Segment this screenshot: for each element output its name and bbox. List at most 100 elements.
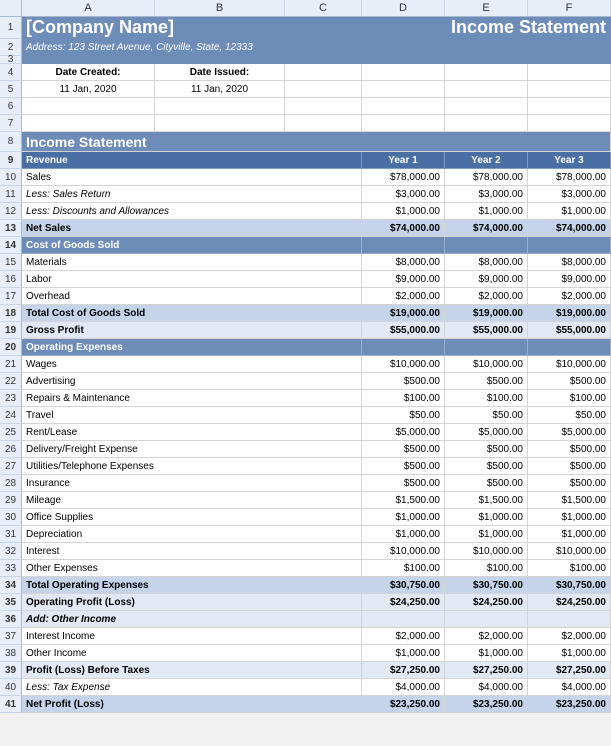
value-cell[interactable]: $10,000.00 [528,356,611,373]
value-cell[interactable] [528,237,611,254]
row-label[interactable]: Utilities/Telephone Expenses [22,458,362,475]
section-heading[interactable]: Income Statement [22,132,611,152]
col-header-D[interactable]: D [362,0,445,16]
value-cell[interactable] [445,611,528,628]
date-created-value[interactable]: 11 Jan, 2020 [22,81,155,98]
value-cell[interactable]: $50.00 [528,407,611,424]
value-cell[interactable]: $100.00 [362,390,445,407]
row-header[interactable]: 8 [0,132,22,152]
row-header[interactable]: 20 [0,339,22,356]
cell[interactable] [285,64,362,81]
value-cell[interactable]: $9,000.00 [362,271,445,288]
value-cell[interactable]: $23,250.00 [362,696,445,713]
value-cell[interactable]: $500.00 [362,458,445,475]
value-cell[interactable]: $1,000.00 [362,645,445,662]
value-cell[interactable] [445,237,528,254]
row-label[interactable]: Depreciation [22,526,362,543]
row-header[interactable]: 33 [0,560,22,577]
row-label[interactable]: Less: Tax Expense [22,679,362,696]
value-cell[interactable]: $3,000.00 [362,186,445,203]
row-header[interactable]: 13 [0,220,22,237]
value-cell[interactable]: $23,250.00 [445,696,528,713]
cell[interactable] [362,98,445,115]
row-label[interactable]: Labor [22,271,362,288]
row-label[interactable]: Office Supplies [22,509,362,526]
row-header[interactable]: 38 [0,645,22,662]
date-issued-label[interactable]: Date Issued: [155,64,285,81]
cell[interactable] [362,64,445,81]
row-header[interactable]: 37 [0,628,22,645]
value-cell[interactable]: $500.00 [445,373,528,390]
row-header[interactable]: 34 [0,577,22,594]
value-cell[interactable]: $3,000.00 [528,186,611,203]
row-header[interactable]: 40 [0,679,22,696]
value-cell[interactable]: $55,000.00 [362,322,445,339]
value-cell[interactable]: $500.00 [445,441,528,458]
col-header-F[interactable]: F [528,0,611,16]
cell[interactable] [362,81,445,98]
row-header[interactable]: 21 [0,356,22,373]
row-label[interactable]: Add: Other Income [22,611,362,628]
row-header[interactable]: 17 [0,288,22,305]
row-header[interactable]: 19 [0,322,22,339]
value-cell[interactable]: $2,000.00 [445,628,528,645]
row-label[interactable]: Total Operating Expenses [22,577,362,594]
row-label[interactable]: Travel [22,407,362,424]
col-header-E[interactable]: E [445,0,528,16]
row-label[interactable]: Advertising [22,373,362,390]
cell[interactable] [445,98,528,115]
row-label[interactable]: Sales [22,169,362,186]
value-cell[interactable]: $500.00 [362,441,445,458]
row-header[interactable]: 1 [0,17,22,39]
row-label[interactable]: Rent/Lease [22,424,362,441]
value-cell[interactable]: $1,500.00 [362,492,445,509]
value-cell[interactable]: $2,000.00 [528,288,611,305]
value-cell[interactable]: $5,000.00 [362,424,445,441]
row-header[interactable]: 15 [0,254,22,271]
cell[interactable] [445,64,528,81]
value-cell[interactable]: $10,000.00 [362,543,445,560]
value-cell[interactable]: $9,000.00 [528,271,611,288]
value-cell[interactable]: $100.00 [445,390,528,407]
value-cell[interactable]: $1,500.00 [528,492,611,509]
cell[interactable] [445,81,528,98]
value-cell[interactable] [528,611,611,628]
row-label[interactable]: Less: Discounts and Allowances [22,203,362,220]
cell[interactable] [22,56,611,64]
row-header[interactable]: 41 [0,696,22,713]
value-cell[interactable]: $1,000.00 [362,526,445,543]
value-cell[interactable]: $10,000.00 [445,356,528,373]
value-cell[interactable] [362,339,445,356]
value-cell[interactable]: $5,000.00 [445,424,528,441]
value-cell[interactable]: $100.00 [445,560,528,577]
date-issued-value[interactable]: 11 Jan, 2020 [155,81,285,98]
value-cell[interactable]: $27,250.00 [445,662,528,679]
row-label[interactable]: Interest [22,543,362,560]
address[interactable]: Address: 123 Street Avenue, Cityville, S… [22,39,611,56]
value-cell[interactable]: $500.00 [362,475,445,492]
row-header[interactable]: 22 [0,373,22,390]
row-label[interactable]: Net Profit (Loss) [22,696,362,713]
value-cell[interactable]: $24,250.00 [528,594,611,611]
row-header[interactable]: 24 [0,407,22,424]
row-header[interactable]: 5 [0,81,22,98]
row-label[interactable]: Cost of Goods Sold [22,237,362,254]
value-cell[interactable]: $2,000.00 [445,288,528,305]
value-cell[interactable]: $78,000.00 [362,169,445,186]
cell[interactable] [22,115,155,132]
row-header[interactable]: 26 [0,441,22,458]
row-header[interactable]: 28 [0,475,22,492]
row-header[interactable]: 29 [0,492,22,509]
year1-header[interactable]: Year 1 [362,152,445,169]
row-label[interactable]: Operating Profit (Loss) [22,594,362,611]
row-label[interactable]: Repairs & Maintenance [22,390,362,407]
value-cell[interactable]: $10,000.00 [362,356,445,373]
col-header-B[interactable]: B [155,0,285,16]
value-cell[interactable]: $30,750.00 [528,577,611,594]
value-cell[interactable]: $24,250.00 [445,594,528,611]
value-cell[interactable]: $2,000.00 [362,288,445,305]
cell[interactable] [22,98,155,115]
value-cell[interactable]: $1,000.00 [445,203,528,220]
row-label[interactable]: Insurance [22,475,362,492]
value-cell[interactable]: $19,000.00 [528,305,611,322]
